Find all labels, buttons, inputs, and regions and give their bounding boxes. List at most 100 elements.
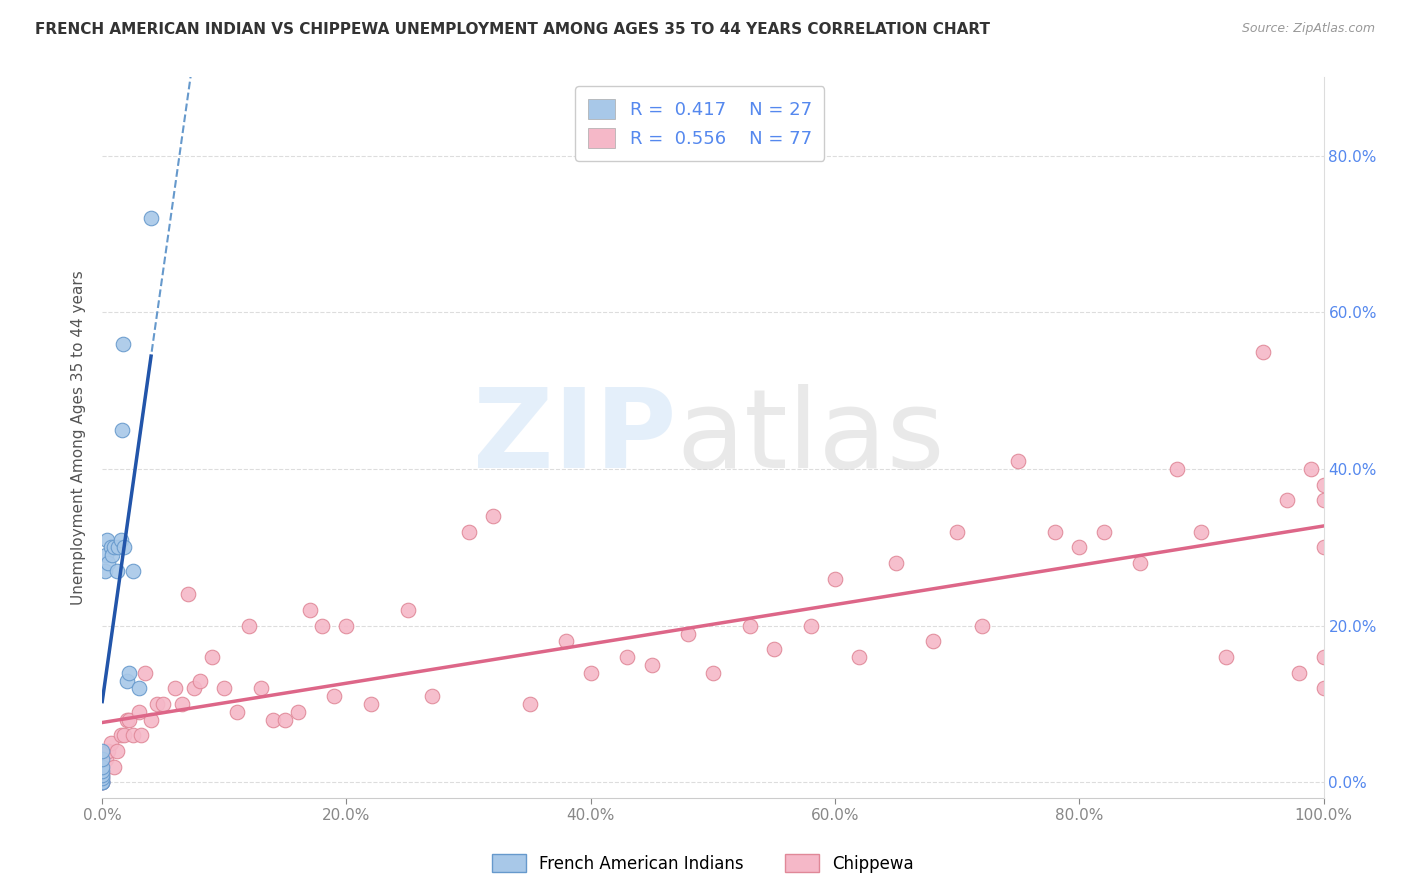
Point (97, 556, 120, 570)
Point (800, 619, 823, 633)
Point (1069, 541, 1091, 555)
Point (1251, 344, 1274, 359)
Point (105, 564, 128, 578)
Point (738, 619, 761, 633)
Point (702, 665, 724, 680)
Point (323, 690, 346, 704)
Point (91, 764, 114, 778)
Point (91, 775, 114, 789)
Point (884, 556, 907, 570)
Point (1301, 462, 1323, 476)
Point (250, 681, 273, 696)
Point (519, 697, 541, 711)
Point (183, 681, 205, 696)
Legend: R =  0.417    N = 27, R =  0.556    N = 77: R = 0.417 N = 27, R = 0.556 N = 77 (575, 87, 824, 161)
Point (91, 772, 114, 786)
Point (111, 336, 134, 351)
Point (762, 642, 785, 657)
Text: ZIP: ZIP (472, 384, 676, 491)
Legend: French American Indians, Chippewa: French American Indians, Chippewa (485, 847, 921, 880)
Point (1043, 524, 1066, 539)
Point (134, 665, 156, 680)
Point (555, 634, 578, 648)
Point (110, 533, 132, 547)
Point (91, 772, 114, 786)
Point (91, 744, 114, 758)
Point (115, 713, 138, 727)
Point (311, 619, 333, 633)
Point (91, 752, 114, 766)
Point (91, 775, 114, 789)
Point (177, 587, 200, 601)
Point (1288, 665, 1310, 680)
Point (1312, 477, 1334, 491)
Point (91, 775, 114, 789)
Point (112, 728, 135, 742)
Text: atlas: atlas (676, 384, 945, 491)
Point (396, 603, 419, 617)
Point (287, 705, 309, 719)
Point (457, 524, 479, 539)
Point (91, 764, 114, 778)
Point (100, 541, 122, 555)
Point (94, 548, 117, 562)
Point (225, 705, 247, 719)
Point (616, 650, 638, 665)
Point (107, 541, 129, 555)
Point (91, 775, 114, 789)
Point (91, 775, 114, 789)
Point (1312, 493, 1334, 508)
Point (111, 423, 134, 437)
Point (129, 728, 152, 742)
Point (146, 697, 169, 711)
Point (214, 681, 236, 696)
Point (946, 524, 969, 539)
Point (238, 619, 260, 633)
Point (100, 736, 122, 750)
Point (1312, 681, 1334, 696)
Point (152, 697, 174, 711)
Point (121, 728, 143, 742)
Point (91, 760, 114, 774)
Point (335, 619, 357, 633)
Point (170, 697, 193, 711)
Point (118, 713, 141, 727)
Point (139, 211, 162, 226)
Point (115, 673, 138, 688)
Point (103, 760, 125, 774)
Point (1275, 493, 1298, 508)
Point (91, 767, 114, 781)
Point (274, 713, 297, 727)
Point (121, 564, 143, 578)
Text: FRENCH AMERICAN INDIAN VS CHIPPEWA UNEMPLOYMENT AMONG AGES 35 TO 44 YEARS CORREL: FRENCH AMERICAN INDIAN VS CHIPPEWA UNEMP… (35, 22, 990, 37)
Point (128, 681, 150, 696)
Point (298, 603, 321, 617)
Point (848, 650, 870, 665)
Point (420, 690, 443, 704)
Point (105, 744, 128, 758)
Y-axis label: Unemployment Among Ages 35 to 44 years: Unemployment Among Ages 35 to 44 years (72, 270, 86, 605)
Point (118, 665, 141, 680)
Point (201, 650, 224, 665)
Point (1129, 556, 1152, 570)
Point (1166, 462, 1188, 476)
Point (93, 564, 115, 578)
Point (91, 760, 114, 774)
Point (139, 713, 162, 727)
Point (188, 673, 211, 688)
Point (96, 533, 118, 547)
Point (101, 548, 124, 562)
Point (165, 681, 187, 696)
Text: Source: ZipAtlas.com: Source: ZipAtlas.com (1241, 22, 1375, 36)
Point (262, 713, 284, 727)
Point (103, 541, 125, 555)
Point (94, 752, 117, 766)
Point (921, 634, 943, 648)
Point (1312, 541, 1334, 555)
Point (112, 541, 135, 555)
Point (91, 767, 114, 781)
Point (970, 619, 993, 633)
Point (641, 657, 664, 672)
Point (1312, 650, 1334, 665)
Point (1092, 524, 1115, 539)
